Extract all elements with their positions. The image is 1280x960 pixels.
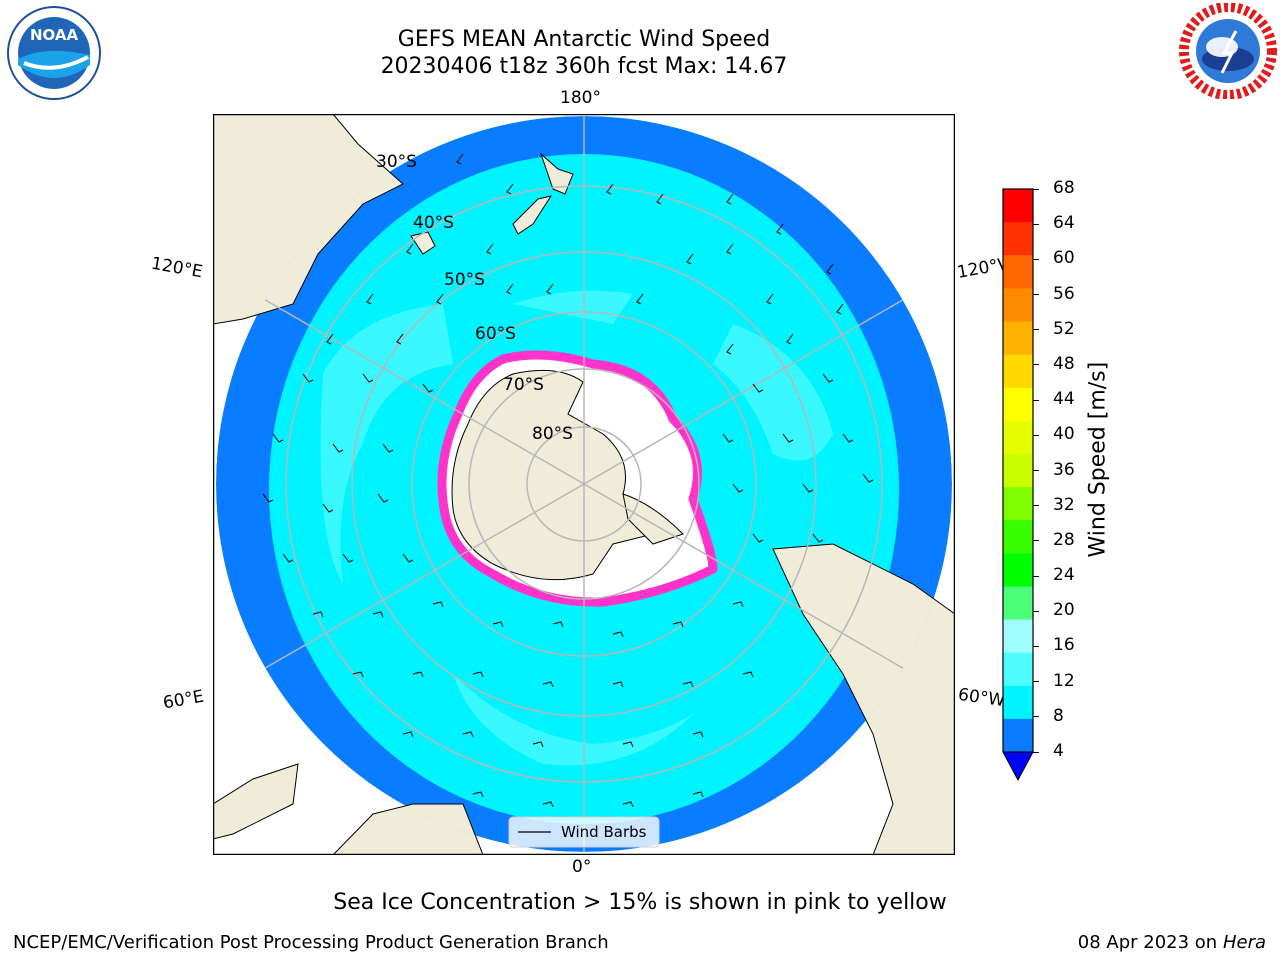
colorbar-swatch [1003,255,1033,289]
colorbar-swatch [1003,487,1033,521]
lat-label-30s: 30°S [376,152,417,172]
colorbar-tick-label: 36 [1053,459,1075,480]
sea-ice-note: Sea Ice Concentration > 15% is shown in … [333,890,947,915]
colorbar-swatch [1003,619,1033,654]
lon-label-180: 180° [560,88,601,108]
lon-label-60w: 60°W [956,684,1007,712]
colorbar-swatch [1003,189,1033,223]
lat-label-70s: 70°S [503,375,544,395]
colorbar-tick-label: 12 [1053,670,1075,691]
land-new-zealand-south [512,195,553,235]
colorbar-tick [1033,645,1039,647]
land-antarctica [451,369,654,581]
colorbar-swatch [1003,420,1033,455]
colorbar-title: Wind Speed [m/s] [1085,361,1111,558]
colorbar-swatches [1003,189,1033,753]
colorbar-swatch [1003,387,1033,422]
colorbar-tick [1033,434,1039,436]
land-new-zealand-north [539,152,574,195]
nws-logo-icon [1179,3,1277,99]
colorbar-tick [1033,505,1039,507]
colorbar-tick [1033,751,1039,753]
colorbar-tick [1033,294,1039,296]
chart-subtitle: 20230406 t18z 360h fcst Max: 14.67 [380,54,788,79]
colorbar-tick [1033,470,1039,471]
colorbar-swatch [1003,453,1033,488]
footer-org: NCEP/EMC/Verification Post Processing Pr… [13,932,609,953]
colorbar-swatch [1003,652,1033,687]
colorbar-swatch [1003,718,1033,753]
chart-title: GEFS MEAN Antarctic Wind Speed [397,27,771,52]
noaa-logo-icon: NOAA [7,6,101,100]
colorbar-swatch [1003,685,1033,720]
colorbar-tick-label: 16 [1053,635,1075,656]
wind-barbs [262,153,874,808]
colorbar-swatch [1003,520,1033,554]
polar-map: Wind Barbs [213,114,955,855]
colorbar-swatch [1003,222,1033,256]
colorbar-tick-label: 60 [1053,248,1075,269]
colorbar-tick [1033,258,1039,260]
colorbar-tick [1033,399,1039,401]
colorbar-tick-label: 28 [1053,529,1075,550]
colorbar-tick [1033,681,1039,683]
colorbar-tick-label: 32 [1053,494,1075,515]
colorbar-tick-label: 44 [1053,389,1075,410]
colorbar-extend-arrow [1002,751,1034,782]
colorbar-tick [1033,223,1039,225]
colorbar-tick-label: 8 [1053,705,1064,726]
land-antarctic-peninsula [622,493,684,545]
map-frame [213,114,955,855]
colorbar-tick-label: 40 [1053,424,1075,445]
colorbar-tick-label: 64 [1053,213,1075,234]
footer-date-text: 08 Apr 2023 on [1077,932,1223,953]
colorbar-swatch [1003,553,1033,587]
colorbar-swatch [1003,288,1033,322]
noaa-logo-text: NOAA [30,26,79,44]
lat-label-40s: 40°S [413,213,454,233]
colorbar-tick [1033,540,1039,542]
legend-wind-barbs-label: Wind Barbs [561,823,647,841]
colorbar-tick-label: 56 [1053,283,1075,304]
colorbar [1002,188,1034,782]
lon-label-120e: 120°E [149,253,205,283]
colorbar-tick-label: 4 [1053,741,1064,761]
lat-label-60s: 60°S [475,324,516,344]
footer-date: 08 Apr 2023 on Hera [1078,932,1266,953]
colorbar-tick-label: 52 [1053,318,1075,339]
lat-label-80s: 80°S [532,424,573,444]
land-madagascar [213,763,299,840]
colorbar-swatch [1003,321,1033,356]
colorbar-tick-label: 48 [1053,353,1075,374]
colorbar-tick [1033,329,1039,331]
lat-label-50s: 50°S [444,270,485,290]
colorbar-tick-label: 20 [1053,600,1075,621]
colorbar-tick-label: 24 [1053,565,1075,586]
colorbar-tick-label: 68 [1053,178,1075,198]
lon-label-0: 0° [572,857,592,877]
colorbar-tick [1033,575,1039,577]
footer-host: Hera [1222,932,1266,953]
lon-label-60e: 60°E [161,686,206,714]
colorbar-tick [1033,188,1039,190]
colorbar-tick [1033,364,1039,366]
colorbar-swatch [1003,586,1033,621]
colorbar-swatch [1003,354,1033,389]
map-legend: Wind Barbs [508,816,660,848]
colorbar-tick [1033,716,1039,718]
colorbar-tick [1033,610,1039,612]
